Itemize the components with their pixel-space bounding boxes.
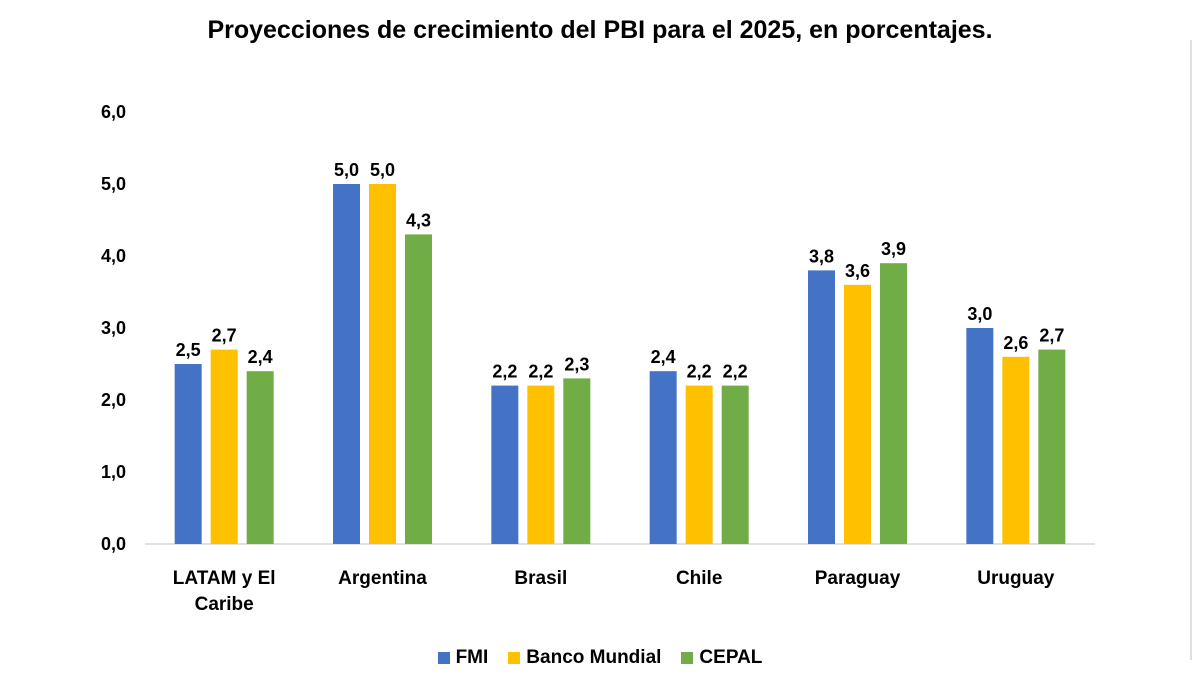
x-tick-label: Brasil — [514, 568, 567, 589]
data-label: 2,4 — [651, 347, 676, 367]
data-label: 3,8 — [809, 246, 834, 266]
bar — [649, 371, 677, 544]
bar — [174, 364, 202, 544]
bar — [880, 263, 907, 544]
bar — [721, 385, 749, 544]
data-label: 2,4 — [248, 347, 273, 367]
data-label: 2,5 — [176, 340, 201, 360]
data-label: 3,9 — [881, 239, 906, 259]
bar — [527, 385, 555, 544]
y-tick-label: 1,0 — [101, 462, 126, 482]
y-tick-label: 2,0 — [101, 390, 126, 410]
data-label: 5,0 — [370, 160, 395, 180]
bar — [844, 284, 871, 544]
data-label: 3,0 — [967, 304, 992, 324]
data-label: 2,2 — [492, 362, 517, 382]
data-label: 2,2 — [528, 362, 553, 382]
frame-edge — [1190, 40, 1192, 660]
bar — [210, 349, 238, 544]
y-tick-label: 6,0 — [101, 102, 126, 122]
y-tick-label: 3,0 — [101, 318, 126, 338]
legend-swatch-banco-mundial — [508, 652, 521, 664]
y-tick-label: 0,0 — [101, 534, 126, 554]
chart-title: Proyecciones de crecimiento del PBI para… — [207, 16, 993, 44]
bar — [246, 371, 274, 544]
bar — [1002, 356, 1030, 544]
legend-item-fmi: FMI — [437, 647, 489, 669]
data-label: 2,7 — [1039, 326, 1064, 346]
y-tick-label: 5,0 — [101, 174, 126, 194]
bar — [405, 234, 432, 544]
x-tick-label: Chile — [676, 568, 722, 589]
legend-label-cepal: CEPAL — [699, 647, 763, 668]
data-label: 2,6 — [1003, 333, 1028, 353]
legend-swatch-fmi — [437, 652, 450, 664]
bar — [563, 378, 591, 544]
x-tick-label: Uruguay — [977, 568, 1055, 589]
bar — [685, 385, 713, 544]
x-tick-label: Caribe — [195, 594, 254, 615]
bar — [333, 184, 360, 544]
legend-item-banco-mundial: Banco Mundial — [508, 647, 661, 669]
legend-swatch-cepal — [681, 652, 694, 664]
bar — [1038, 349, 1066, 544]
legend-label-banco-mundial: Banco Mundial — [526, 647, 662, 668]
data-label: 4,3 — [406, 210, 431, 230]
x-tick-label: LATAM y El — [173, 568, 276, 589]
x-tick-label: Argentina — [338, 568, 427, 589]
x-tick-label: Paraguay — [815, 568, 901, 589]
legend-item-cepal: CEPAL — [681, 647, 762, 669]
legend-label-fmi: FMI — [455, 647, 489, 668]
bar — [491, 385, 519, 544]
data-label: 2,2 — [687, 362, 712, 382]
bar — [966, 328, 994, 544]
data-label: 2,7 — [212, 326, 237, 346]
data-label: 2,3 — [564, 354, 589, 374]
bar — [369, 184, 396, 544]
data-label: 2,2 — [723, 362, 748, 382]
bar — [808, 270, 835, 544]
data-label: 5,0 — [334, 160, 359, 180]
data-label: 3,6 — [845, 261, 870, 281]
legend: FMI Banco Mundial CEPAL — [0, 647, 1200, 669]
y-tick-label: 4,0 — [101, 246, 126, 266]
